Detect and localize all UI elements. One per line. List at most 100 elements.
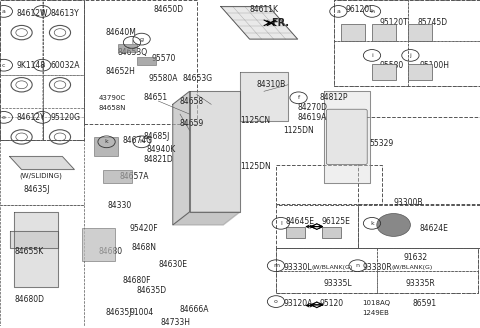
Text: 84613Y: 84613Y bbox=[50, 9, 79, 17]
Text: 84310B: 84310B bbox=[257, 80, 286, 89]
Text: 84666A: 84666A bbox=[180, 305, 209, 314]
Text: 84612Y: 84612Y bbox=[17, 113, 46, 122]
Text: 84733H: 84733H bbox=[161, 318, 191, 327]
Text: 84612W: 84612W bbox=[17, 9, 48, 17]
Bar bbox=[94, 137, 118, 156]
Bar bbox=[341, 25, 365, 41]
Text: 60032A: 60032A bbox=[50, 61, 80, 70]
Text: 85745D: 85745D bbox=[418, 18, 448, 27]
Text: n: n bbox=[356, 263, 360, 268]
Text: d: d bbox=[40, 63, 44, 68]
Text: 95580: 95580 bbox=[379, 61, 404, 70]
Bar bbox=[334, 0, 480, 86]
Text: o: o bbox=[274, 299, 278, 304]
Text: k: k bbox=[370, 221, 374, 226]
Bar bbox=[43, 75, 84, 140]
Bar bbox=[43, 108, 84, 140]
Text: j: j bbox=[409, 53, 411, 58]
Bar bbox=[276, 165, 382, 204]
Text: 84630E: 84630E bbox=[158, 259, 187, 269]
Text: 84330: 84330 bbox=[108, 201, 132, 210]
Bar bbox=[84, 0, 197, 124]
Text: FR.: FR. bbox=[271, 18, 289, 28]
Bar bbox=[408, 64, 432, 80]
Text: 95420F: 95420F bbox=[130, 224, 158, 233]
Text: 84940K: 84940K bbox=[146, 146, 176, 154]
Text: b: b bbox=[40, 9, 44, 14]
Bar bbox=[372, 25, 396, 41]
Text: 84680D: 84680D bbox=[14, 296, 44, 304]
Text: 95120T: 95120T bbox=[379, 18, 408, 27]
Bar bbox=[276, 248, 377, 271]
Text: 84624E: 84624E bbox=[420, 224, 449, 233]
Text: 84812P: 84812P bbox=[319, 93, 348, 102]
Text: 84653Q: 84653Q bbox=[118, 48, 148, 57]
Polygon shape bbox=[10, 232, 58, 248]
Text: 84645E: 84645E bbox=[286, 217, 314, 226]
Text: 93330L: 93330L bbox=[283, 263, 312, 272]
Text: 93300B: 93300B bbox=[394, 198, 423, 207]
Text: 84659: 84659 bbox=[180, 119, 204, 128]
Polygon shape bbox=[14, 212, 58, 287]
Polygon shape bbox=[190, 91, 240, 212]
Bar bbox=[103, 170, 132, 183]
Text: 8468N: 8468N bbox=[132, 243, 157, 252]
Text: 84651: 84651 bbox=[144, 93, 168, 102]
Bar bbox=[276, 248, 478, 294]
Text: 84650D: 84650D bbox=[154, 5, 184, 14]
Text: 9K1148: 9K1148 bbox=[17, 61, 46, 70]
Text: h: h bbox=[140, 139, 144, 144]
Text: 84674G: 84674G bbox=[122, 136, 153, 145]
Text: c: c bbox=[2, 63, 6, 68]
Text: 84680: 84680 bbox=[98, 247, 122, 256]
Text: 95100H: 95100H bbox=[420, 61, 450, 70]
Text: 84640M: 84640M bbox=[106, 28, 136, 37]
Text: 95580A: 95580A bbox=[149, 74, 178, 83]
Bar bbox=[334, 41, 408, 86]
Text: 84657A: 84657A bbox=[120, 172, 149, 180]
Bar bbox=[118, 44, 137, 52]
Text: 84635J: 84635J bbox=[106, 309, 132, 318]
Text: 91632: 91632 bbox=[403, 253, 427, 262]
Circle shape bbox=[377, 214, 410, 236]
Text: 93335L: 93335L bbox=[324, 279, 353, 288]
Text: m: m bbox=[273, 263, 279, 268]
Polygon shape bbox=[240, 72, 288, 121]
Text: 1249EB: 1249EB bbox=[362, 310, 389, 316]
Text: 95570: 95570 bbox=[151, 54, 176, 63]
Text: e: e bbox=[2, 115, 6, 120]
Bar bbox=[0, 205, 84, 326]
Text: 84655K: 84655K bbox=[14, 247, 44, 256]
Text: 84619A: 84619A bbox=[298, 113, 327, 122]
Text: (W/SLIDING): (W/SLIDING) bbox=[19, 173, 62, 179]
Text: 1125DN: 1125DN bbox=[283, 126, 314, 135]
Text: 84680F: 84680F bbox=[122, 276, 151, 285]
Text: 55329: 55329 bbox=[370, 139, 394, 148]
Text: 1125DN: 1125DN bbox=[240, 162, 271, 171]
Text: 93335R: 93335R bbox=[406, 279, 435, 288]
Bar bbox=[358, 205, 480, 248]
Text: 84821D: 84821D bbox=[144, 155, 174, 164]
Bar bbox=[372, 64, 396, 80]
Text: 1125CN: 1125CN bbox=[240, 116, 270, 125]
Text: 95120G: 95120G bbox=[50, 113, 81, 122]
Bar bbox=[377, 271, 478, 294]
Text: 84685J: 84685J bbox=[144, 133, 170, 141]
Text: f: f bbox=[298, 95, 300, 100]
Text: 84611K: 84611K bbox=[250, 5, 278, 14]
Bar bbox=[0, 140, 84, 205]
Text: i: i bbox=[371, 53, 373, 58]
Bar bbox=[43, 0, 84, 75]
Bar bbox=[276, 205, 358, 248]
Bar bbox=[408, 25, 432, 41]
Text: 95120: 95120 bbox=[319, 299, 343, 308]
Text: 84635D: 84635D bbox=[137, 286, 167, 295]
Text: 84653G: 84653G bbox=[182, 74, 213, 83]
Text: 86591: 86591 bbox=[413, 299, 437, 308]
Bar bbox=[276, 271, 377, 294]
Text: 84652H: 84652H bbox=[106, 67, 135, 76]
Bar bbox=[0, 0, 43, 75]
Text: (W/BLANK(G): (W/BLANK(G) bbox=[312, 265, 353, 270]
Bar bbox=[408, 41, 480, 86]
Text: h: h bbox=[370, 9, 374, 14]
